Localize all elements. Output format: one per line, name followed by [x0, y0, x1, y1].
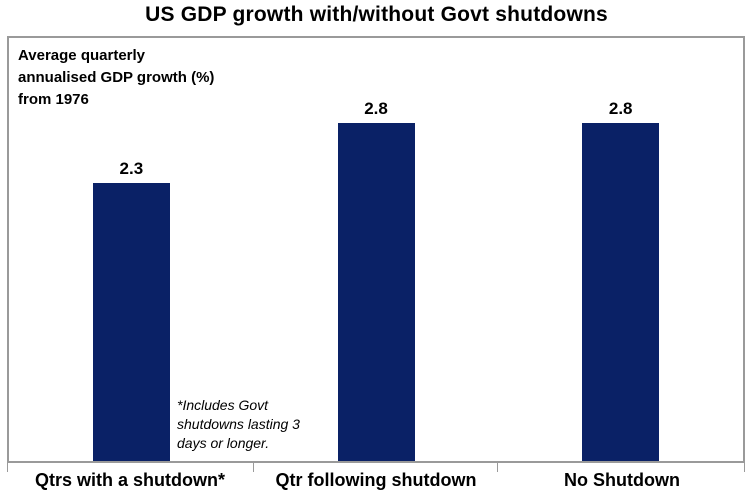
- x-axis-category-label: Qtrs with a shutdown*: [34, 470, 225, 490]
- chart-title: US GDP growth with/without Govt shutdown…: [145, 3, 608, 26]
- bar: [92, 183, 170, 461]
- x-axis-category-label: Qtr following shutdown: [275, 470, 477, 490]
- plot-area: Average quarterly annualised GDP growth …: [7, 36, 745, 472]
- x-axis-tick: [744, 463, 745, 472]
- y-axis-annotation: Average quarterly annualised GDP growth …: [18, 47, 215, 108]
- bar-value-label: 2.3: [119, 159, 144, 179]
- bar-group-qtr-following-shutdown: 2.8: [254, 38, 499, 461]
- x-axis-tick: [252, 463, 254, 472]
- bar-value-label: 2.8: [364, 98, 388, 118]
- bar-value-label: 2.8: [608, 98, 633, 118]
- bar-group-no-shutdown: 2.8: [498, 38, 743, 461]
- bar: [582, 122, 660, 461]
- footnote: *Includes Govt shutdowns lasting 3 days …: [177, 397, 300, 451]
- x-axis-tick: [497, 463, 499, 472]
- x-axis-tick: [7, 463, 8, 472]
- bars-row: 2.3 2.8 2.8: [9, 38, 743, 461]
- x-axis-labels: Qtrs with a shutdown* Qtr following shut…: [7, 470, 745, 491]
- bar: [337, 122, 415, 461]
- x-axis-category-label: No Shutdown: [564, 470, 680, 490]
- bar-group-qtrs-with-shutdown: 2.3: [9, 38, 254, 461]
